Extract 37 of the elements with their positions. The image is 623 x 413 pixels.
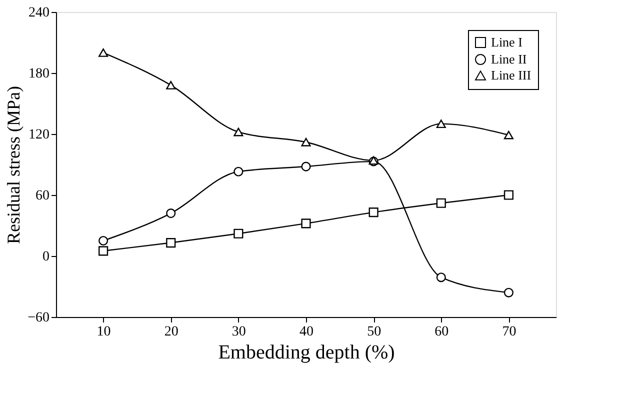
y-tick-label: 120 (28, 128, 50, 142)
point (301, 138, 311, 146)
x-tick-label: 60 (434, 324, 449, 340)
legend-label: Line III (491, 68, 532, 82)
point (504, 190, 514, 200)
y-tick-label: 240 (28, 6, 50, 20)
y-tick-label: 0 (42, 250, 50, 264)
point (301, 162, 311, 172)
point (368, 208, 378, 218)
y-tick-label: 180 (28, 66, 50, 82)
point (166, 80, 176, 90)
point (436, 272, 446, 282)
point (98, 246, 108, 256)
point (166, 238, 176, 248)
point (98, 236, 108, 246)
legend-label: Line II (491, 52, 527, 66)
point (166, 208, 176, 218)
x-tick-label: 10 (96, 324, 111, 340)
point (436, 198, 446, 208)
x-tick-label: 30 (232, 324, 246, 340)
x-tick-label: 20 (164, 324, 178, 340)
point (98, 48, 108, 57)
point (301, 218, 311, 228)
y-tick-label: −60 (28, 310, 50, 326)
legend-label: Line I (491, 34, 522, 50)
y-axis-title: Residual stress (MPa) (4, 86, 24, 244)
point (234, 166, 244, 176)
point (234, 128, 244, 136)
x-tick-label: 70 (502, 324, 516, 340)
x-axis-title: Embedding depth (%) (218, 342, 395, 364)
point (436, 120, 446, 128)
y-tick-label: 60 (36, 188, 50, 204)
point (504, 130, 514, 140)
x-tick-label: 50 (367, 324, 382, 340)
point (504, 288, 514, 298)
x-tick-label: 40 (300, 324, 314, 340)
point (234, 228, 244, 238)
